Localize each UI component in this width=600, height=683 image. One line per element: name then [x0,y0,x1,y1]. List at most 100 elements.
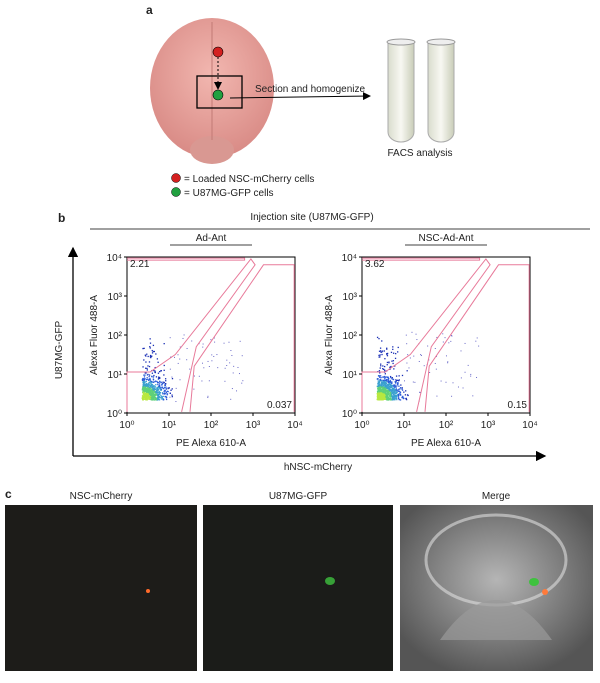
event-dot [149,346,151,348]
x-tick-label: 10¹ [162,420,177,431]
event-dot [142,395,144,397]
x-tick-label: 10³ [246,420,261,431]
event-dot [411,331,413,333]
event-dot [163,392,165,394]
event-dot [377,375,380,377]
event-dot [442,341,444,343]
event-dot [388,361,390,363]
event-dot [144,386,147,388]
event-dot [399,388,401,390]
event-dot [202,346,204,348]
event-dot [186,348,188,350]
event-dot [158,393,160,395]
event-dot [171,395,173,398]
event-dot [142,385,145,387]
event-dot [381,351,383,353]
event-dot [385,381,387,383]
event-dot [379,385,382,388]
event-dot [384,382,386,385]
event-dot [145,383,148,385]
event-dot [388,397,390,400]
event-dot [379,389,381,391]
event-dot [379,375,381,377]
event-dot [152,381,155,383]
event-dot [179,379,181,381]
event-dot [153,396,155,399]
event-dot [152,396,154,398]
event-dot [169,368,171,370]
event-dot [163,364,165,367]
event-dot [147,365,149,367]
event-dot [391,378,393,380]
event-dot [381,380,383,382]
event-dot [151,399,153,401]
event-dot [376,336,379,339]
event-dot [383,390,386,392]
event-dot [152,388,154,391]
event-dot [387,390,390,392]
event-dot [175,387,177,389]
event-dot [388,392,390,394]
event-dot [160,388,163,390]
event-dot [436,336,438,338]
event-dot [148,389,150,392]
event-dot [380,387,382,389]
event-dot [467,364,469,366]
event-dot [376,398,379,400]
event-dot [393,391,396,393]
event-dot [142,393,145,396]
event-dot [143,347,145,350]
event-dot [386,385,388,387]
x-axis-title: hNSC-mCherry [284,462,352,473]
event-dot [386,347,388,349]
event-dot [144,389,146,392]
event-dot [451,395,453,397]
event-dot [391,395,393,398]
x-tick-label: 10⁴ [287,420,302,431]
event-dot [379,398,381,400]
event-dot [153,391,156,393]
event-dot [146,394,148,397]
event-dot [478,345,480,347]
event-dot [145,367,147,369]
event-dot [389,366,391,369]
event-dot [386,364,388,366]
panel-label: b [58,211,65,225]
event-dot [379,394,382,396]
event-dot [386,353,388,355]
y-tick-label: 10¹ [108,370,123,381]
event-dot [398,393,400,395]
event-dot [390,351,393,354]
event-dot [394,365,396,367]
event-dot [398,379,400,381]
event-dot [143,396,146,398]
event-dot [144,392,146,395]
event-dot [392,391,395,393]
event-dot [391,360,393,362]
event-dot [147,394,150,396]
event-dot [395,379,398,382]
event-dot [379,347,382,349]
event-dot [145,394,147,396]
event-dot [150,381,153,383]
event-dot [383,350,385,352]
event-dot [476,376,478,378]
event-dot [148,375,150,378]
event-dot [144,387,146,390]
event-dot [381,340,383,342]
image-title: NSC-mCherry [70,491,133,502]
event-dot [393,368,395,370]
event-dot [450,334,452,336]
event-dot [155,390,158,392]
gate [189,264,295,412]
event-dot [378,394,381,396]
event-dot [378,382,380,384]
y-tick-label: 10² [108,331,123,342]
event-dot [384,379,386,381]
event-dot [389,386,392,388]
event-dot [152,376,155,378]
event-dot [383,386,386,388]
event-dot [150,390,153,392]
event-dot [143,359,145,361]
event-dot [164,378,167,380]
